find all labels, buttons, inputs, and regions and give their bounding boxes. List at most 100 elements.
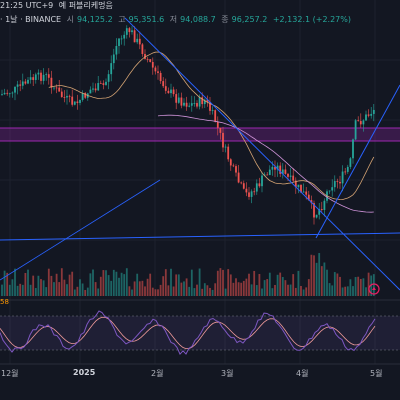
x-tick-may: 5월 xyxy=(370,369,383,378)
ohlc-legend[interactable]: · 1날 · BINANCE 시 94,125.2 고 95,351.6 저 94,0… xyxy=(0,15,354,25)
volume-bar xyxy=(55,273,58,296)
candle-body xyxy=(185,102,188,107)
candle-body xyxy=(253,191,256,193)
candle-body xyxy=(250,191,253,197)
volume-bar xyxy=(188,286,191,296)
support-line-2[interactable] xyxy=(0,179,161,281)
candle-body xyxy=(73,101,76,105)
candle-body xyxy=(167,90,170,94)
volume-bar xyxy=(359,278,362,296)
volume-bar xyxy=(115,271,118,296)
indicator-label[interactable]: 58 xyxy=(0,298,9,306)
volume-bar xyxy=(170,268,172,296)
volume-bar xyxy=(185,278,188,296)
candle-body xyxy=(336,181,339,182)
volume-bar xyxy=(206,285,209,296)
volume-bar xyxy=(367,272,370,296)
candle-body xyxy=(14,86,16,93)
candle-body xyxy=(315,214,318,218)
candle-body xyxy=(146,58,149,60)
volume-bar xyxy=(354,277,357,296)
volume-bar xyxy=(349,279,352,296)
candle-body xyxy=(287,173,289,177)
candle-body xyxy=(232,165,235,167)
volume-bar xyxy=(105,270,107,296)
candle-body xyxy=(92,88,94,90)
volume-bar xyxy=(89,273,92,296)
volume-bar xyxy=(315,262,318,296)
volume-bar xyxy=(331,285,334,296)
candle-body xyxy=(206,99,209,103)
candle-body xyxy=(58,87,61,92)
candle-body xyxy=(60,91,63,98)
candle-body xyxy=(63,97,66,98)
downtrend-line[interactable] xyxy=(124,17,400,291)
volume-bar xyxy=(99,276,102,296)
volume-bar xyxy=(274,284,276,296)
candle-body xyxy=(123,34,126,39)
volume-bar xyxy=(219,268,222,296)
volume-bar xyxy=(370,275,373,296)
alert-icon[interactable] xyxy=(368,283,380,295)
volume-bar xyxy=(287,284,289,296)
volume-bar xyxy=(11,279,14,296)
volume-bar xyxy=(136,273,139,296)
low-label: 저 xyxy=(169,15,178,24)
candle-body xyxy=(229,159,232,166)
candle-body xyxy=(211,110,214,112)
volume-bar xyxy=(146,278,149,296)
candle-body xyxy=(268,169,271,176)
volume-bar xyxy=(279,272,282,296)
volume-bar xyxy=(60,268,63,296)
volume-bar xyxy=(112,269,115,296)
candle-body xyxy=(89,89,92,94)
volume-bar xyxy=(123,274,126,296)
high-label: 고 xyxy=(118,15,126,24)
candle-body xyxy=(21,81,24,86)
grid-lines xyxy=(0,0,400,364)
volume-bar xyxy=(86,287,89,296)
rsi-line xyxy=(0,310,376,356)
volume-bar xyxy=(224,288,227,296)
volume-bar xyxy=(242,280,245,296)
uptrend-line[interactable] xyxy=(315,84,400,239)
volume-bar xyxy=(107,275,110,296)
candle-body xyxy=(274,166,276,170)
volume-bar xyxy=(172,286,175,296)
candle-body xyxy=(349,158,352,167)
candle-body xyxy=(128,28,131,33)
low-value: 94,088.7 xyxy=(180,15,216,24)
candle-body xyxy=(313,203,315,218)
open-value: 94,125.2 xyxy=(77,15,113,24)
time-text: 21:25 UTC+9 xyxy=(0,1,54,10)
candle-body xyxy=(328,190,331,192)
candle-body xyxy=(84,93,87,98)
volume-bar xyxy=(149,273,152,296)
volume-bar xyxy=(102,270,105,296)
candle-body xyxy=(339,181,341,184)
candle-body xyxy=(149,59,152,62)
support-line[interactable] xyxy=(0,232,400,241)
volume-bar xyxy=(151,287,154,296)
candle-body xyxy=(177,97,180,103)
candle-body xyxy=(331,187,334,191)
volume-bar xyxy=(266,279,269,296)
candle-body xyxy=(24,81,27,84)
candle-body xyxy=(141,44,144,54)
close-label: 종 xyxy=(221,15,229,24)
volume-bar xyxy=(336,273,339,296)
candle-body xyxy=(333,181,336,188)
volume-bar xyxy=(268,272,271,296)
volume-bar xyxy=(71,271,74,296)
candle-body xyxy=(164,86,167,91)
volume-bar xyxy=(339,276,341,296)
candle-body xyxy=(193,103,196,104)
candle-body xyxy=(71,96,74,105)
candle-body xyxy=(133,30,136,43)
candle-body xyxy=(320,209,323,210)
volume-bar xyxy=(209,287,211,296)
candle-body xyxy=(289,175,292,177)
candle-body xyxy=(190,103,193,106)
candle-body xyxy=(34,74,37,80)
